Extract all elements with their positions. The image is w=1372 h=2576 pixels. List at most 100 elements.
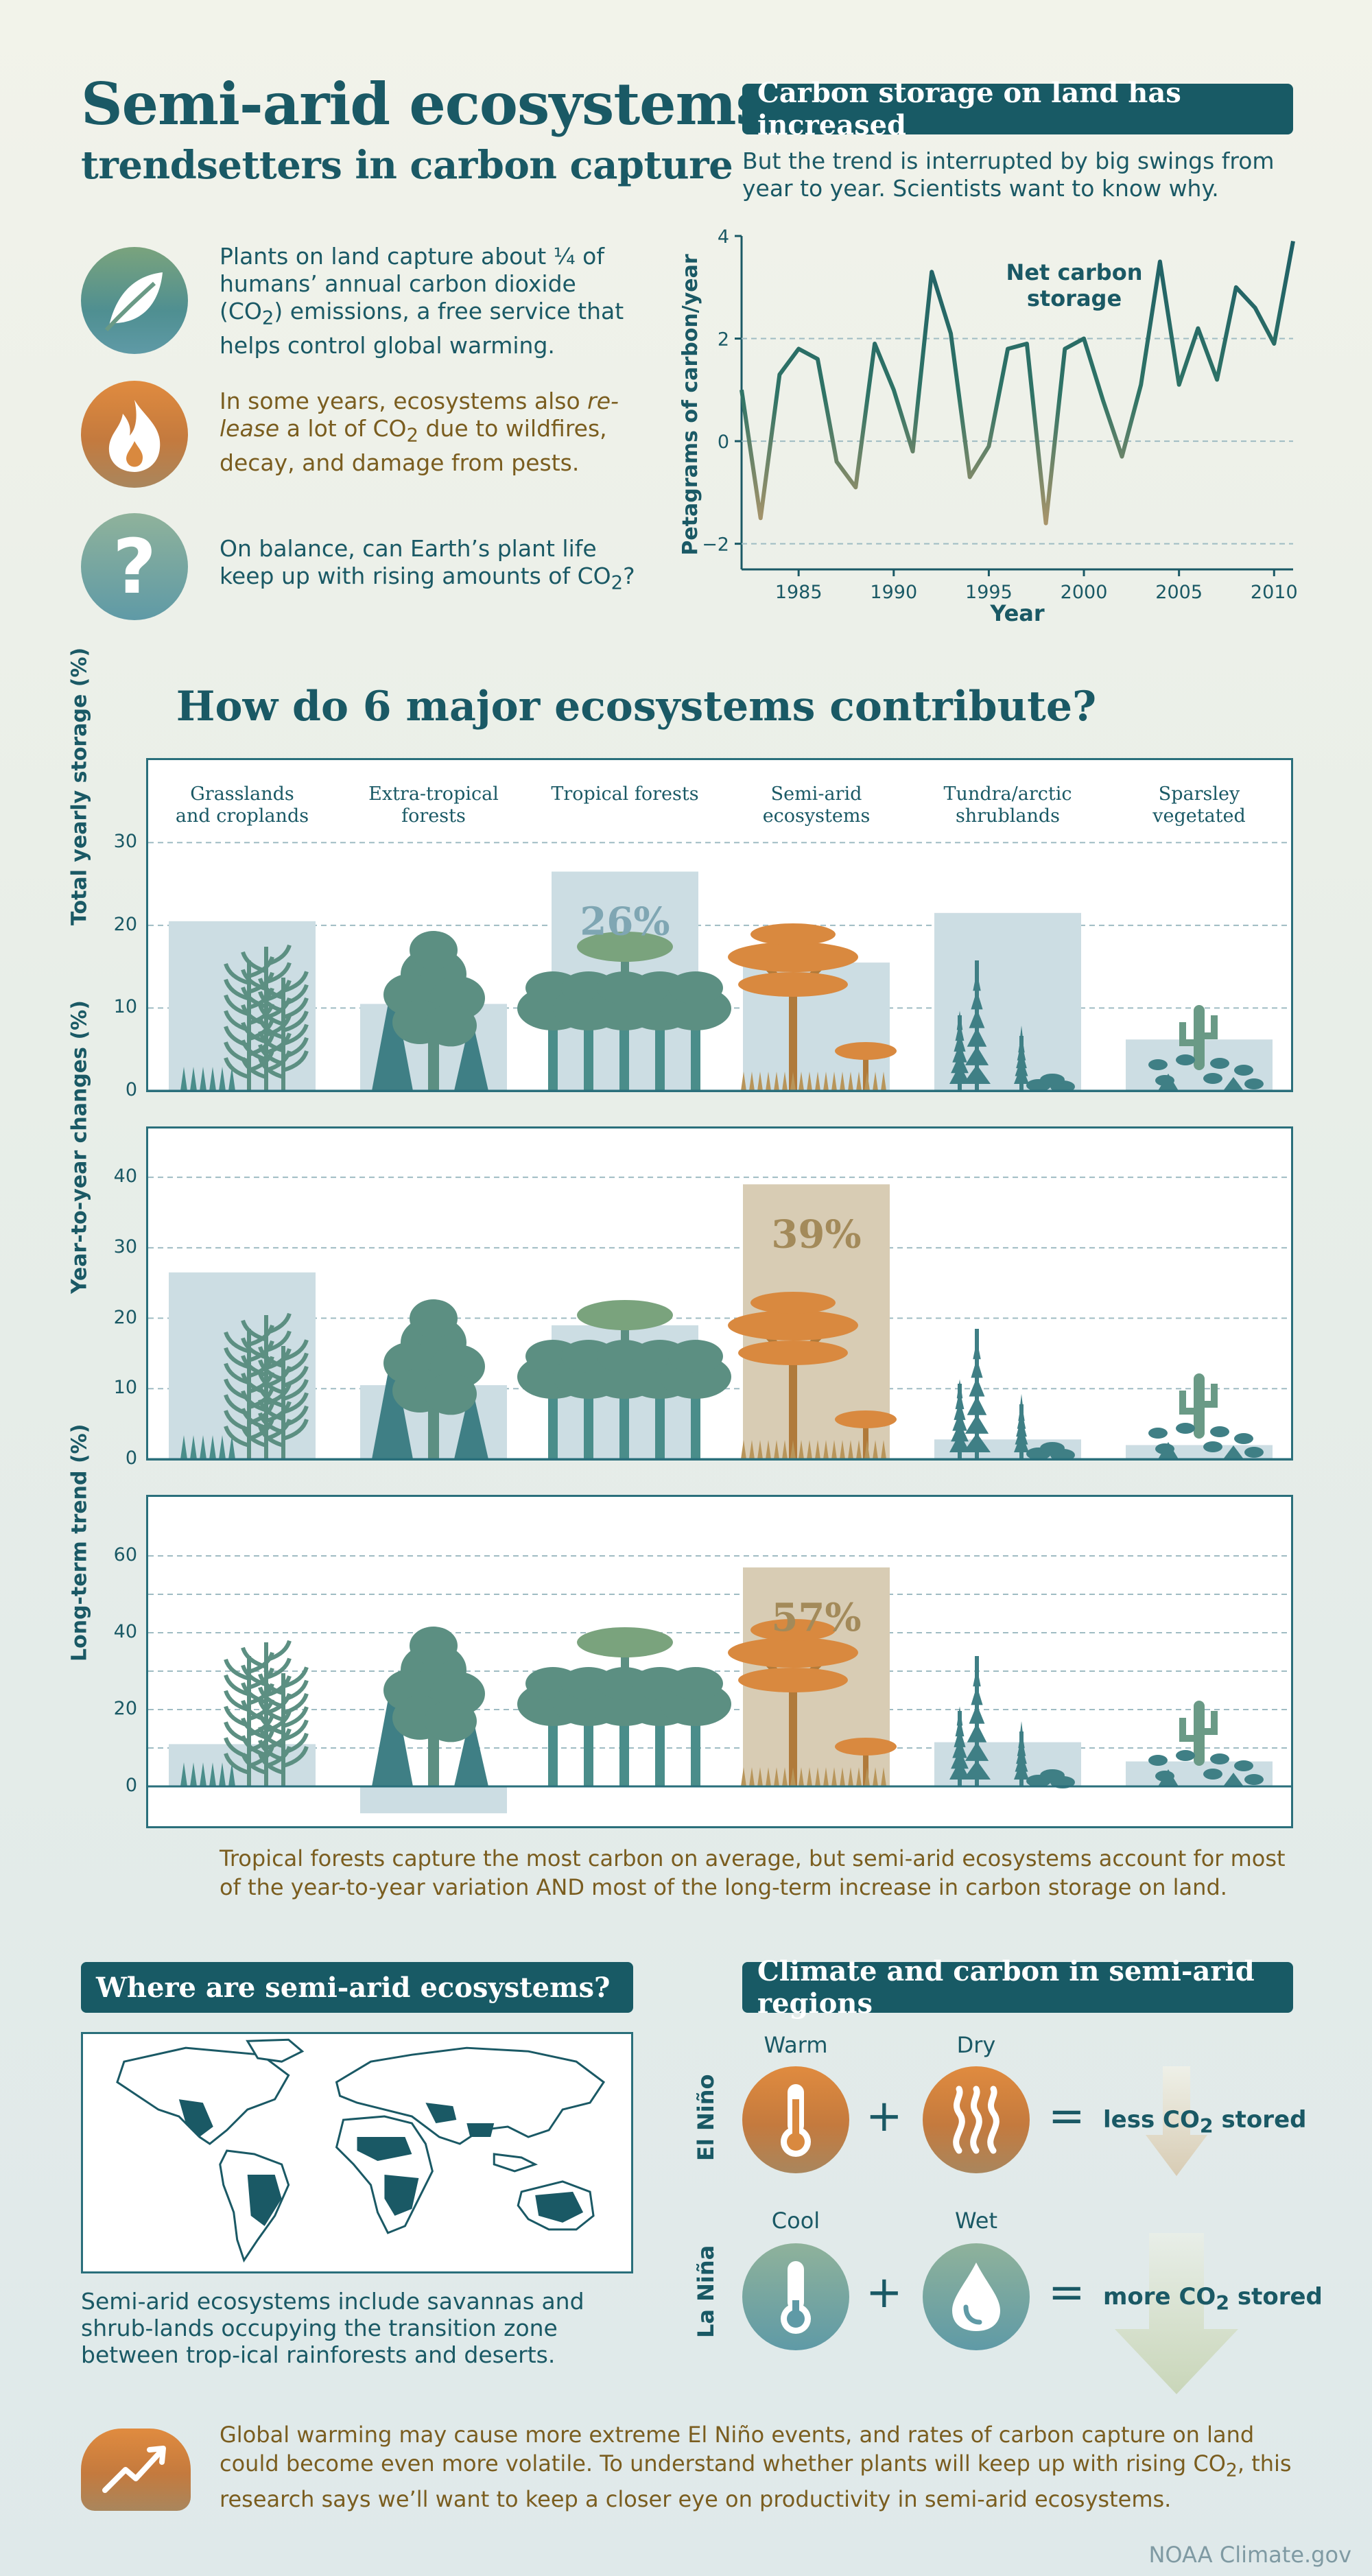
x-tick-label: 1995 (965, 582, 1013, 603)
dry-label: Dry (956, 2032, 996, 2058)
large-down-arrow-icon (1115, 2233, 1238, 2394)
page-title: Semi-arid ecosystems: (81, 70, 789, 138)
y-tick-label: 40 (113, 1621, 137, 1642)
intro-text-1: Plants on land capture about ¼ of humans… (220, 243, 624, 359)
climate-banner: Climate and carbon in semi-arid regions (742, 1955, 1293, 2020)
cactus-icon (1148, 1373, 1264, 1459)
footer-credit: NOAA Climate.gov (1148, 2542, 1351, 2568)
equals-sign-1: = (1048, 2091, 1085, 2142)
corn-plant-icon (180, 1312, 309, 1459)
corn-plant-icon (180, 1640, 309, 1786)
category-label: Sparsley vegetated (1152, 783, 1246, 827)
ecosystem-bar-panel-2: 39% (146, 1126, 1293, 1461)
ecosystem-bar-panel-1: 26% Grasslands and croplands Extra-tropical… (146, 758, 1293, 1093)
y-tick-label: 10 (113, 996, 137, 1018)
y-tick-label: 0 (125, 1447, 137, 1469)
category-label: Tundra/arctic shrublands (944, 783, 1072, 827)
el-nino-label: El Niño (693, 2074, 719, 2161)
category-label: Tropical forests (551, 783, 698, 805)
ecosystems-heading: How do 6 major ecosystems contribute? (176, 683, 1097, 731)
x-tick-label: 2005 (1155, 582, 1203, 603)
wet-label: Wet (955, 2208, 997, 2234)
small-down-arrow-icon (1146, 2066, 1207, 2176)
heat-waves-icon (923, 2066, 1030, 2173)
highlight-percent-label: 57% (771, 1595, 861, 1640)
y-tick-label: 2 (718, 329, 729, 351)
cactus-icon (1148, 1701, 1264, 1786)
x-tick-label: 2000 (1061, 582, 1108, 603)
x-tick-label: 2010 (1251, 582, 1298, 603)
y-tick-label: 20 (113, 1306, 137, 1328)
semi-arid-world-map (81, 2032, 633, 2273)
thermometer-hot-icon (742, 2066, 849, 2173)
bar-extra-tropical-forests (360, 1786, 507, 1814)
y-axis-label: Total yearly storage (%) (67, 647, 92, 925)
highlight-percent-label: 39% (771, 1212, 861, 1257)
y-tick-label: 40 (113, 1166, 137, 1187)
y-axis-label: Long-term trend (%) (67, 1423, 92, 1662)
question-icon: ? (81, 513, 188, 620)
spruce-tree-icon (949, 1329, 1075, 1461)
equals-sign-2: = (1048, 2267, 1085, 2318)
y-tick-label: 0 (125, 1775, 137, 1796)
category-label: Extra-tropical forests (368, 783, 499, 827)
y-axis-label: Petagrams of carbon/year (678, 254, 702, 555)
x-tick-label: 1990 (870, 582, 917, 603)
rainforest-tree-icon (517, 1627, 731, 1786)
plus-sign-2: + (866, 2267, 903, 2318)
conclusion-text: Global warming may cause more extreme El… (220, 2422, 1292, 2513)
corn-plant-icon (180, 944, 309, 1091)
conifer-tree-icon (372, 1627, 488, 1786)
thermometer-cold-icon (742, 2243, 849, 2350)
x-axis-label: Year (989, 600, 1045, 626)
y-tick-label: 30 (113, 1236, 137, 1257)
water-drop-icon (923, 2243, 1030, 2350)
rainforest-tree-icon (517, 1300, 731, 1459)
map-description: Semi-arid ecosystems include savannas an… (81, 2288, 584, 2368)
more-co2-label: more CO2 stored (1103, 2283, 1323, 2315)
la-nina-label: La Niña (693, 2245, 719, 2338)
acacia-tree-icon (728, 1292, 897, 1459)
cactus-icon (1148, 1005, 1264, 1091)
x-tick-label: 1985 (775, 582, 823, 603)
y-tick-label: 20 (113, 913, 137, 935)
net-carbon-storage-line (740, 240, 1295, 525)
warm-label: Warm (764, 2032, 828, 2058)
carbon-line-chart: −2 0 2 4 1985 1990 1995 2000 2005 2010 Net carbo… (678, 226, 1298, 626)
acacia-tree-icon (728, 1619, 897, 1786)
intro-text-3: On balance, can Earth’s plant life keep … (220, 535, 635, 594)
y-tick-label: −2 (702, 534, 729, 556)
y-tick-label: 0 (125, 1079, 137, 1100)
less-co2-label: less CO2 stored (1103, 2106, 1307, 2138)
y-tick-label: 60 (113, 1544, 137, 1565)
ecosystem-bar-panel-3: 57% (146, 1495, 1293, 1828)
leaf-icon (81, 247, 188, 354)
carbon-chart-banner: Carbon storage on land has increased (742, 77, 1293, 141)
cloud-trend-icon (81, 2429, 191, 2511)
y-tick-label: 10 (113, 1377, 137, 1399)
y-tick-label: 30 (113, 831, 137, 853)
y-tick-label: 20 (113, 1698, 137, 1719)
ecosystem-bar-chart: 57% (148, 1555, 1291, 1814)
category-label: Grasslands and croplands (176, 783, 309, 827)
intro-text-2: In some years, ecosystems also re-lease … (220, 388, 619, 476)
conifer-tree-icon (372, 1299, 488, 1459)
plus-sign-1: + (866, 2091, 903, 2142)
highlight-percent-label: 26% (580, 899, 670, 944)
cool-label: Cool (771, 2208, 820, 2234)
y-tick-label: 0 (718, 432, 729, 453)
y-axis-label: Year-to-year changes (%) (67, 1000, 92, 1294)
page-subtitle: trendsetters in carbon capture (81, 143, 733, 188)
series-label: Net carbon storage (1006, 259, 1143, 311)
acacia-tree-icon (728, 923, 897, 1091)
rainforest-tree-icon (517, 932, 731, 1091)
ecosystem-bar-chart: 26% Grasslands and croplands Extra-tropical… (148, 783, 1291, 1093)
ecosystems-caption: Tropical forests capture the most carbon… (220, 1845, 1286, 1900)
category-label: Semi-arid ecosystems (763, 783, 871, 827)
y-tick-label: 4 (718, 226, 729, 248)
map-banner: Where are semi-arid ecosystems? (81, 1962, 633, 2013)
conifer-tree-icon (372, 931, 488, 1091)
fire-icon (81, 381, 188, 488)
carbon-chart-description: But the trend is interrupted by big swin… (742, 147, 1275, 202)
ecosystem-bar-chart: 39% (148, 1177, 1291, 1461)
